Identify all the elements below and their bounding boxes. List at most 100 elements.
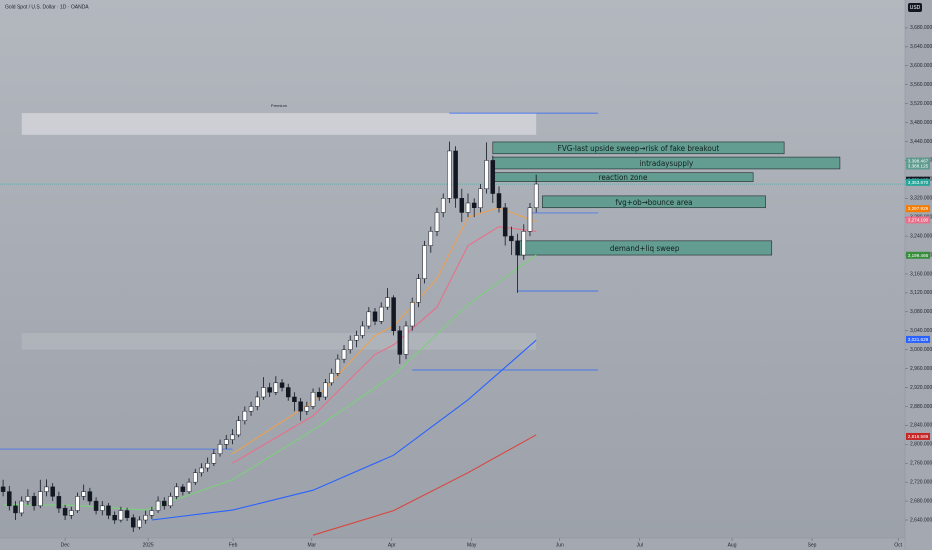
candle-body bbox=[292, 396, 297, 402]
candle-body bbox=[341, 349, 347, 360]
candle-body bbox=[236, 420, 241, 436]
y-tick-label: 2,920.000 bbox=[910, 385, 932, 391]
candle-body bbox=[25, 496, 31, 502]
candle-body bbox=[403, 325, 409, 355]
price-badge bbox=[906, 216, 930, 224]
zone-label: intradaysupply bbox=[640, 159, 694, 168]
y-tick-label: 3,560.000 bbox=[910, 82, 932, 88]
price-badge bbox=[906, 157, 930, 165]
currency-badge bbox=[908, 3, 922, 12]
candle-body bbox=[124, 510, 130, 518]
candle-body bbox=[211, 453, 217, 464]
candle-body bbox=[490, 160, 496, 194]
candle-body bbox=[453, 150, 458, 199]
candle-body bbox=[329, 373, 334, 384]
x-tick-label: Aug bbox=[728, 542, 737, 548]
candle-body bbox=[0, 486, 6, 492]
candle-body bbox=[131, 517, 136, 528]
zone bbox=[492, 141, 785, 155]
candle-body bbox=[502, 207, 508, 237]
candle-body bbox=[459, 198, 465, 213]
y-tick-label: 3,240.000 bbox=[910, 233, 932, 239]
candle-body bbox=[335, 358, 341, 374]
candle-body bbox=[205, 462, 210, 469]
price-badge bbox=[906, 178, 930, 186]
price-badge-label: 3,199.466 bbox=[908, 253, 929, 258]
y-tick-label: 3,000.000 bbox=[910, 347, 932, 353]
candle-body bbox=[106, 505, 111, 516]
x-tick-label: May bbox=[467, 542, 477, 548]
candle-body bbox=[509, 235, 514, 242]
price-badge-label: 3,297.929 bbox=[908, 206, 929, 211]
candle-body bbox=[261, 387, 266, 398]
x-tick-label: Dec bbox=[61, 542, 70, 548]
candle-body bbox=[143, 515, 148, 521]
moving-average bbox=[312, 434, 537, 536]
candle-body bbox=[385, 297, 390, 308]
y-tick-label: 3,320.000 bbox=[910, 196, 932, 202]
y-tick-label: 2,800.000 bbox=[910, 442, 932, 448]
x-tick-label: Jul bbox=[636, 542, 642, 548]
x-tick-label: Feb bbox=[229, 542, 238, 548]
y-tick-label: 3,520.000 bbox=[910, 101, 932, 107]
x-tick-label: Oct bbox=[894, 542, 902, 548]
y-tick-label: 2,880.000 bbox=[910, 404, 932, 410]
y-tick-label: 3,600.000 bbox=[910, 63, 932, 69]
candle-body bbox=[521, 231, 527, 256]
candle-body bbox=[230, 434, 235, 440]
candle-body bbox=[81, 491, 86, 497]
zone bbox=[21, 113, 537, 135]
candle-body bbox=[118, 510, 124, 521]
y-tick-label: 2,840.000 bbox=[910, 423, 932, 429]
x-tick-label: Mar bbox=[307, 542, 316, 548]
y-tick-label: 2,720.000 bbox=[910, 479, 932, 485]
candle-body bbox=[366, 311, 372, 327]
x-tick-label: Sep bbox=[808, 542, 817, 548]
y-tick-label: 3,480.000 bbox=[910, 120, 932, 126]
y-tick-label: 3,440.000 bbox=[910, 139, 932, 145]
moving-average bbox=[232, 226, 537, 464]
y-tick-label: 2,640.000 bbox=[910, 517, 932, 523]
candle-body bbox=[533, 183, 539, 208]
candle-body bbox=[484, 160, 489, 190]
candle-body bbox=[62, 507, 68, 516]
zone-label: Premium bbox=[271, 103, 288, 108]
candle-body bbox=[267, 387, 272, 393]
zone bbox=[21, 333, 537, 350]
candle-body bbox=[174, 486, 179, 497]
x-tick-label: Apr bbox=[388, 542, 396, 548]
candle-body bbox=[93, 500, 99, 511]
y-tick-label: 3,040.000 bbox=[910, 328, 932, 334]
candle-body bbox=[310, 392, 316, 407]
zone-label: reaction zone bbox=[599, 173, 648, 182]
candle-body bbox=[440, 198, 446, 213]
candle-body bbox=[75, 496, 80, 511]
candle-body bbox=[180, 486, 186, 492]
candle-body bbox=[478, 188, 483, 208]
candle-body bbox=[193, 472, 198, 483]
y-tick-label: 2,680.000 bbox=[910, 498, 932, 504]
candle-body bbox=[44, 486, 49, 492]
candle-body bbox=[168, 496, 173, 507]
candle-body bbox=[527, 207, 533, 232]
price-badge-label: 3,274.190 bbox=[908, 217, 929, 222]
candle-body bbox=[279, 382, 285, 388]
price-badge bbox=[906, 205, 930, 213]
candle-body bbox=[7, 491, 12, 507]
candle-body bbox=[100, 505, 105, 511]
candle-body bbox=[428, 231, 434, 246]
x-tick-label: 2025 bbox=[143, 542, 154, 548]
price-badge bbox=[906, 162, 930, 170]
candle-body bbox=[416, 278, 421, 303]
candle-body bbox=[347, 339, 353, 350]
candle-body bbox=[496, 193, 502, 208]
candle-body bbox=[13, 505, 18, 514]
candle-body bbox=[397, 330, 403, 355]
candle-body bbox=[155, 500, 161, 511]
candle-body bbox=[391, 297, 396, 331]
candle-body bbox=[465, 202, 471, 213]
time-axis bbox=[0, 538, 905, 550]
chart-title: Gold Spot / U.S. Dollar · 1D · OANDA bbox=[5, 4, 89, 10]
candle-body bbox=[50, 486, 55, 497]
